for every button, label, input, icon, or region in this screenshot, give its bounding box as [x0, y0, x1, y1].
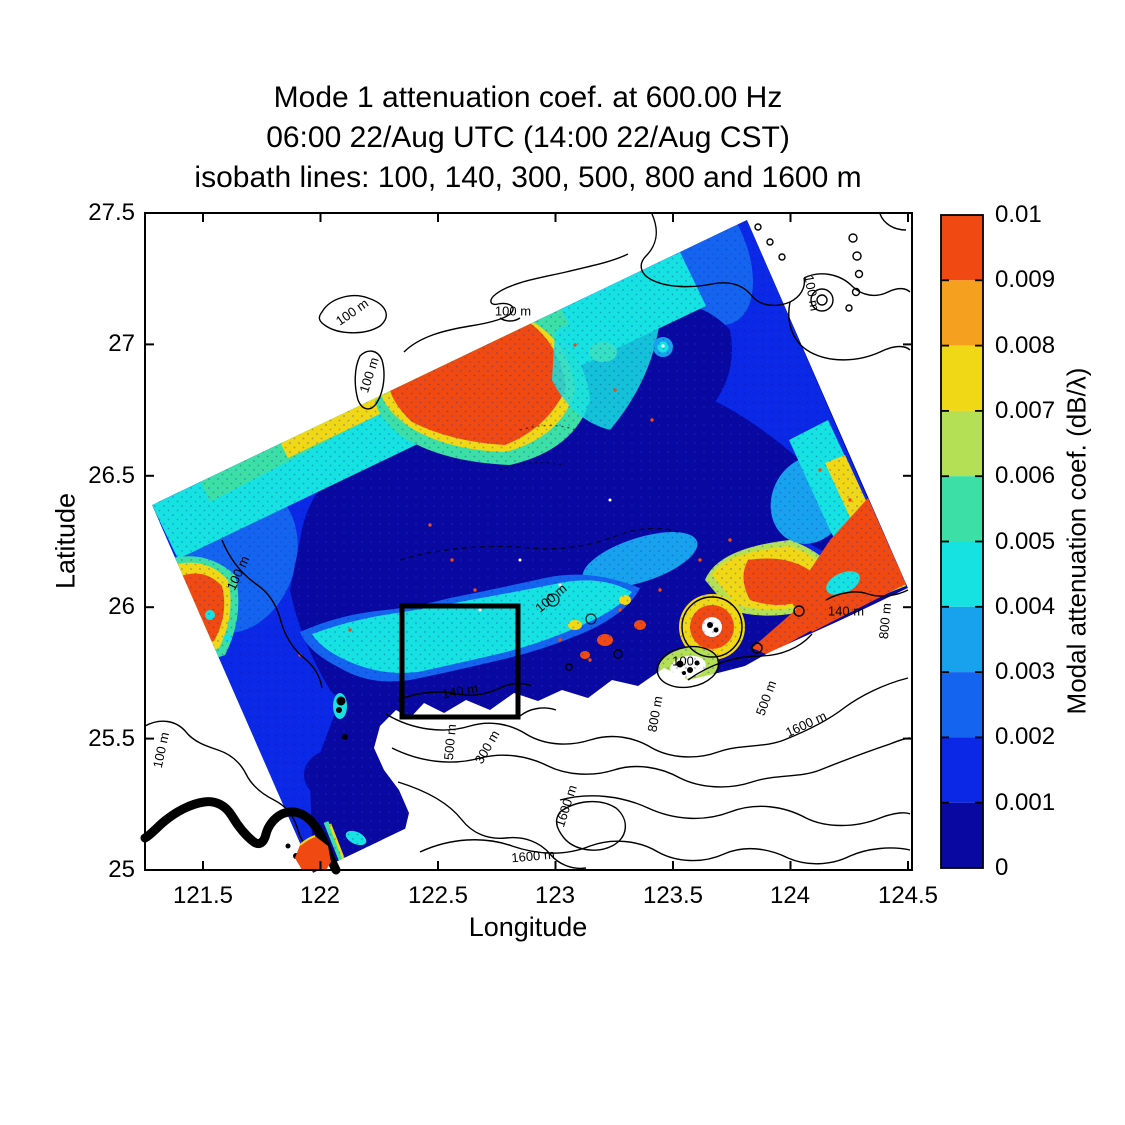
x-tick-label: 122.5 — [407, 882, 469, 909]
patch-fringe — [299, 835, 316, 846]
colorbar-tick-label: 0.007 — [995, 397, 1056, 424]
isobath-label: 100 m — [494, 303, 532, 319]
offshore-rock — [285, 843, 291, 849]
colorbar-tick-label: 0.01 — [995, 201, 1042, 228]
colorbar-tick-label: 0 — [995, 854, 1009, 881]
y-axis-label: Latitude — [50, 492, 81, 590]
colorbar — [940, 214, 984, 869]
axes-frame — [144, 212, 913, 871]
colorbar-tick-label: 0.008 — [995, 332, 1056, 359]
x-tick-label: 124.5 — [877, 882, 939, 909]
y-tick-label: 27 — [108, 330, 135, 357]
plot-title-line-3: isobath lines: 100, 140, 300, 500, 800 a… — [194, 161, 862, 194]
y-tick-label: 25.5 — [88, 725, 135, 752]
plot-title: Mode 1 attenuation coef. at 600.00 Hz 06… — [85, 78, 971, 198]
colorbar-axis-label: Modal attenuation coef. (dB/λ) — [1061, 367, 1092, 715]
y-tick-label: 27.5 — [88, 199, 135, 226]
x-tick-label: 123.5 — [642, 882, 704, 909]
colorbar-tick-label: 0.009 — [995, 266, 1056, 293]
y-tick-label: 25 — [108, 856, 135, 883]
x-tick-label: 124 — [769, 882, 811, 909]
coastline — [140, 797, 341, 875]
plot-title-line-1: Mode 1 attenuation coef. at 600.00 Hz — [273, 81, 783, 114]
x-axis-label: Longitude — [468, 912, 588, 942]
study-area-box — [399, 603, 521, 720]
x-tick-label: 122 — [299, 882, 341, 909]
colorbar-tick-label: 0.004 — [995, 593, 1056, 620]
colorbar-tick-label: 0.006 — [995, 462, 1056, 489]
colorbar-tick-label: 0.002 — [995, 723, 1056, 750]
isobath-label: 140 m — [827, 603, 865, 619]
x-tick-label: 123 — [534, 882, 576, 909]
coastal-high-attenuation-patch — [295, 836, 331, 870]
islet-marker — [333, 693, 348, 740]
colorbar-tick-label: 0.001 — [995, 789, 1056, 816]
colorbar-tick-label: 0.005 — [995, 528, 1056, 555]
in-domain-contours — [399, 424, 679, 625]
y-tick-label: 26 — [108, 593, 135, 620]
isobath-label: 800 m — [875, 602, 895, 640]
colorbar-tick-label: 0.003 — [995, 658, 1056, 685]
x-tick-label: 121.5 — [172, 882, 234, 909]
isobath-label: 100 — [672, 653, 694, 669]
masked-region — [374, 588, 912, 870]
plot-title-line-2: 06:00 22/Aug UTC (14:00 22/Aug CST) — [266, 121, 790, 154]
isobath-label: 500 m — [440, 723, 460, 761]
y-tick-label: 26.5 — [88, 462, 135, 489]
